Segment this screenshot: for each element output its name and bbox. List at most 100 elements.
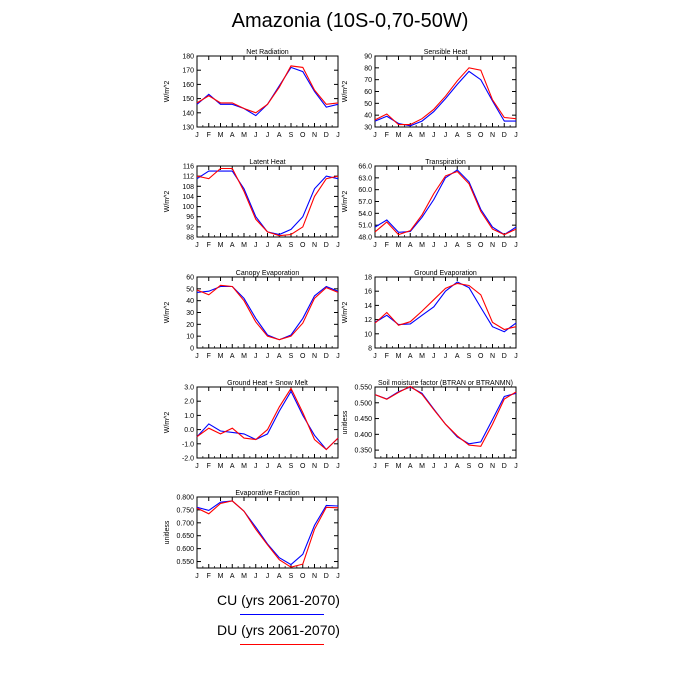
- x-tick-label: J: [444, 353, 448, 360]
- x-tick-label: M: [218, 573, 224, 580]
- x-tick-label: J: [266, 132, 270, 139]
- y-tick-label: 60: [364, 89, 372, 96]
- x-tick-label: F: [207, 132, 211, 139]
- y-tick-label: 150: [182, 96, 194, 103]
- y-tick-label: 50: [186, 286, 194, 293]
- y-tick-label: 51.0: [358, 223, 372, 230]
- y-tick-label: 14: [364, 303, 372, 310]
- x-tick-label: N: [312, 242, 317, 249]
- y-tick-label: 30: [186, 310, 194, 317]
- y-tick-label: 18: [364, 275, 372, 282]
- x-tick-label: M: [218, 463, 224, 470]
- legend-label-du: DU (yrs 2061-2070): [217, 622, 340, 638]
- x-tick-label: J: [444, 132, 448, 139]
- y-tick-label: 50: [364, 101, 372, 108]
- y-tick-label: 12: [364, 317, 372, 324]
- legend-label-cu: CU (yrs 2061-2070): [217, 592, 340, 608]
- y-tick-label: 116: [183, 164, 194, 171]
- y-tick-label: 0: [190, 346, 194, 353]
- legend-entry-du: DU (yrs 2061-2070): [205, 622, 365, 652]
- y-tick-label: 0.650: [176, 533, 194, 540]
- chart-title: Sensible Heat: [424, 49, 468, 56]
- x-tick-label: M: [419, 353, 425, 360]
- x-tick-label: J: [514, 132, 518, 139]
- y-axis-label: W/m^2: [342, 191, 349, 213]
- y-tick-label: 40: [186, 298, 194, 305]
- x-tick-label: J: [195, 573, 199, 580]
- y-tick-label: 108: [182, 184, 194, 191]
- series-line-du: [196, 65, 339, 114]
- x-tick-label: J: [266, 573, 270, 580]
- y-tick-label: 70: [364, 77, 372, 84]
- x-tick-label: M: [241, 353, 247, 360]
- x-tick-label: J: [373, 132, 377, 139]
- x-tick-label: J: [514, 463, 518, 470]
- x-tick-label: D: [324, 573, 329, 580]
- chart-title: Soil moisture factor (BTRAN or BTRANMN): [378, 380, 513, 387]
- chart-panel-8: J F M A M J J A S O N D J0.5500.6000.6500.7000.7500.…: [164, 490, 340, 580]
- x-tick-label: N: [312, 353, 317, 360]
- series-line-cu: [196, 390, 339, 451]
- x-tick-label: J: [432, 463, 436, 470]
- y-tick-label: 80: [364, 65, 372, 72]
- y-axis-label: W/m^2: [342, 81, 349, 103]
- plot-frame: [374, 55, 517, 128]
- y-tick-label: 0.450: [354, 416, 372, 423]
- x-tick-label: F: [207, 573, 211, 580]
- y-tick-label: 10: [186, 334, 194, 341]
- plot-frame: [374, 276, 517, 349]
- x-tick-label: N: [312, 463, 317, 470]
- y-tick-label: -2.0: [182, 456, 194, 463]
- y-tick-label: 57.0: [358, 199, 372, 206]
- chart-title: Ground Evaporation: [414, 270, 477, 277]
- plot-frame: [196, 496, 339, 569]
- y-tick-label: 130: [182, 125, 194, 132]
- x-tick-label: J: [195, 353, 199, 360]
- x-tick-label: S: [467, 353, 472, 360]
- x-tick-label: M: [241, 132, 247, 139]
- plot-frame: [196, 386, 339, 459]
- y-tick-label: 140: [182, 110, 194, 117]
- y-tick-label: 0.550: [354, 385, 372, 392]
- x-tick-label: M: [419, 242, 425, 249]
- x-tick-label: M: [396, 353, 402, 360]
- x-tick-label: O: [478, 242, 484, 249]
- x-tick-label: J: [195, 242, 199, 249]
- x-tick-label: A: [408, 242, 413, 249]
- x-tick-label: O: [478, 463, 484, 470]
- x-tick-label: M: [241, 242, 247, 249]
- x-tick-label: J: [254, 132, 258, 139]
- y-tick-label: 88: [186, 235, 194, 242]
- series-line-cu: [196, 285, 339, 341]
- y-tick-label: 8: [368, 346, 372, 353]
- y-tick-label: 96: [186, 214, 194, 221]
- legend: CU (yrs 2061-2070) DU (yrs 2061-2070): [205, 592, 365, 652]
- x-tick-label: O: [478, 353, 484, 360]
- y-axis-label: W/m^2: [164, 191, 171, 213]
- x-tick-label: J: [336, 132, 340, 139]
- x-tick-label: A: [455, 242, 460, 249]
- y-tick-label: 3.0: [184, 385, 194, 392]
- x-tick-label: F: [385, 132, 389, 139]
- x-tick-label: M: [218, 353, 224, 360]
- x-tick-label: A: [277, 353, 282, 360]
- x-tick-label: D: [324, 242, 329, 249]
- y-tick-label: 0.700: [176, 520, 194, 527]
- x-tick-label: J: [266, 353, 270, 360]
- y-tick-label: 0.800: [176, 495, 194, 502]
- x-tick-label: J: [266, 242, 270, 249]
- series-line-du: [374, 282, 517, 331]
- y-tick-label: 60: [186, 275, 194, 282]
- y-tick-label: 40: [364, 113, 372, 120]
- x-tick-label: N: [490, 242, 495, 249]
- x-tick-label: A: [408, 353, 413, 360]
- y-tick-label: 16: [364, 289, 372, 296]
- x-tick-label: D: [502, 242, 507, 249]
- y-tick-label: 1.0: [184, 413, 194, 420]
- series-line-du: [196, 167, 339, 237]
- x-tick-label: J: [432, 132, 436, 139]
- x-tick-label: A: [230, 573, 235, 580]
- y-axis-label: unitless: [164, 520, 171, 544]
- x-tick-label: A: [230, 463, 235, 470]
